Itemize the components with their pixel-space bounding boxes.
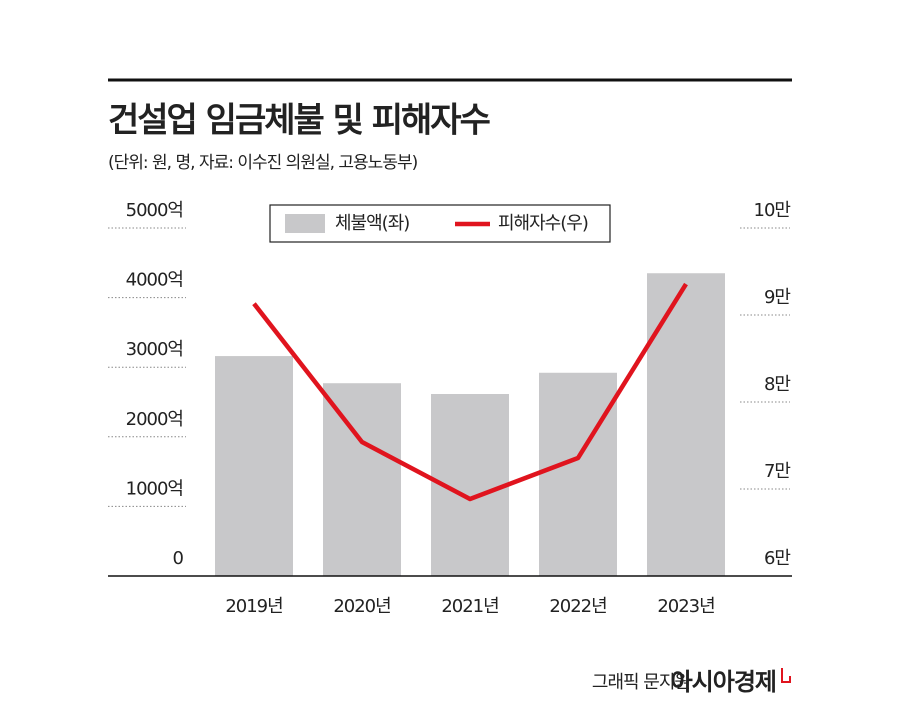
- bar: [323, 383, 401, 576]
- y-tick-label: 1000억: [126, 478, 183, 499]
- chart-title: 건설업 임금체불 및 피해자수: [108, 101, 491, 141]
- y-tick-label: 4000억: [126, 270, 183, 291]
- bar: [215, 356, 293, 576]
- y-tick-label: 2000억: [126, 409, 183, 430]
- y2-tick-label: 7만: [764, 461, 790, 482]
- legend-box: [269, 204, 611, 243]
- x-tick-label: 2022년: [549, 596, 606, 617]
- y2-tick-label: 9만: [764, 287, 790, 308]
- legend-swatch: [285, 214, 325, 233]
- chart-subtitle: (단위: 원, 명, 자료: 이수진 의원실, 고용노동부): [108, 153, 418, 173]
- bar: [539, 372, 617, 576]
- y-tick-label: 0: [173, 548, 184, 569]
- publisher-logo: [781, 668, 791, 683]
- y-tick-label: 3000억: [126, 339, 183, 360]
- publisher: 아시아경제: [671, 668, 776, 696]
- y2-tick-label: 10만: [754, 200, 791, 221]
- legend-label: 피해자수(우): [498, 213, 588, 234]
- line: [252, 282, 688, 502]
- credit: 그래픽 문지원: [592, 672, 690, 693]
- x-tick-label: 2023년: [657, 596, 714, 617]
- y2-tick-label: 6만: [764, 548, 790, 569]
- x-tick-label: 2020년: [333, 596, 390, 617]
- x-tick-label: 2021년: [441, 596, 498, 617]
- y2-tick-label: 8만: [764, 374, 790, 395]
- x-tick-label: 2019년: [225, 596, 282, 617]
- legend-label: 체불액(좌): [335, 213, 409, 234]
- bar: [647, 273, 725, 576]
- y-tick-label: 5000억: [126, 200, 183, 221]
